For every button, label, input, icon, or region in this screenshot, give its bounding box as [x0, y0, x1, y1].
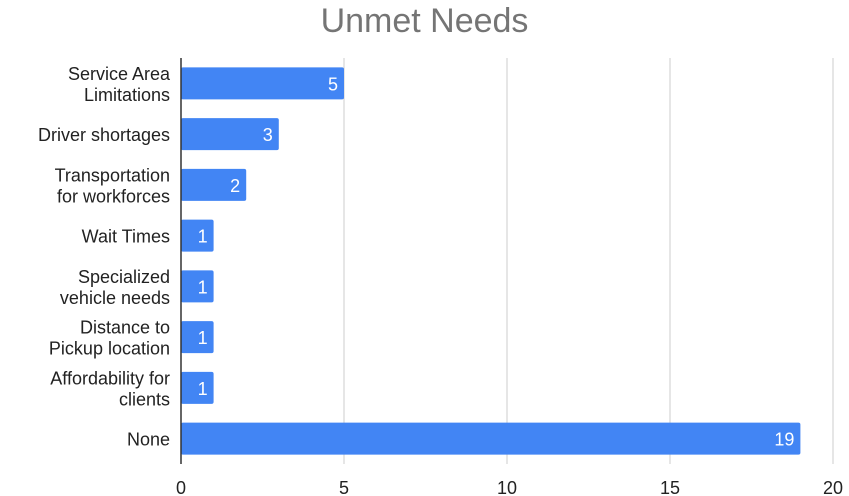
x-tick-label: 10 [497, 478, 517, 496]
bar [181, 422, 801, 455]
x-tick-label: 15 [660, 478, 680, 496]
category-label: None [127, 430, 170, 450]
bar [181, 168, 247, 201]
category-label: for workforces [57, 186, 170, 206]
category-label: clients [119, 389, 170, 409]
chart-title: Unmet Needs [320, 2, 529, 40]
data-label: 1 [198, 277, 208, 297]
x-tick-label: 20 [823, 478, 843, 496]
data-label: 1 [198, 379, 208, 399]
bar [181, 118, 279, 151]
bar [181, 219, 214, 252]
data-label: 2 [230, 176, 240, 196]
category-label: Limitations [84, 85, 170, 105]
x-tick-label: 5 [339, 478, 349, 496]
data-label: 3 [263, 125, 273, 145]
category-label: Service Area [68, 64, 171, 84]
category-label: Specialized [78, 267, 170, 287]
bar [181, 67, 344, 100]
category-label: Pickup location [49, 339, 170, 359]
data-label: 1 [198, 328, 208, 348]
bar [181, 321, 214, 354]
category-label: Wait Times [82, 227, 170, 247]
data-label: 1 [198, 227, 208, 247]
bar [181, 371, 214, 404]
category-label: Distance to [80, 318, 170, 338]
data-label: 19 [774, 430, 794, 450]
category-label: Affordability for [50, 368, 170, 388]
category-label: Driver shortages [38, 125, 170, 145]
category-label: Transportation [55, 165, 170, 185]
category-label: vehicle needs [60, 288, 170, 308]
bar [181, 270, 214, 303]
x-tick-label: 0 [176, 478, 186, 496]
data-label: 5 [328, 74, 338, 94]
